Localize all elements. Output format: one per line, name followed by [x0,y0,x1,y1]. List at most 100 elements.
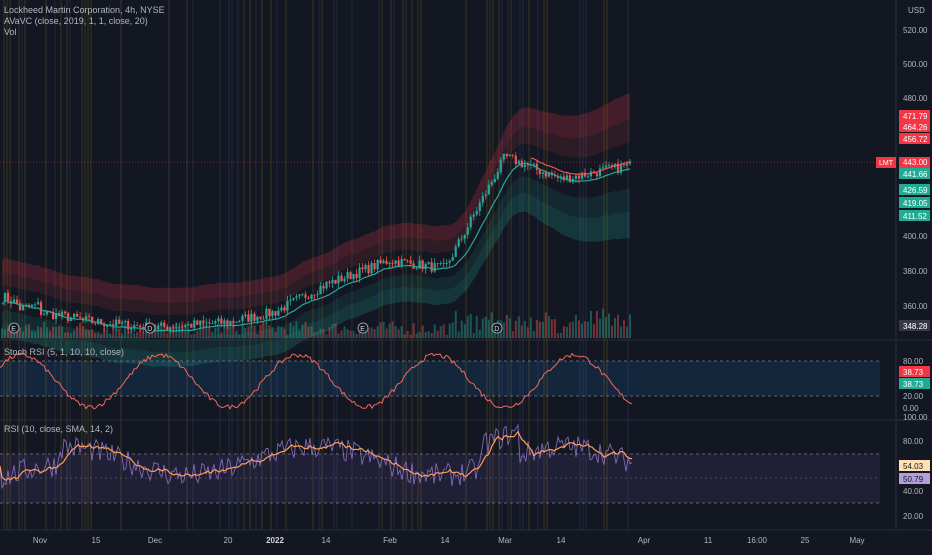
event-marker[interactable]: E [8,322,20,334]
candle-body [268,308,271,317]
rsi-tick: 80.00 [903,437,924,446]
volume-bar [589,310,592,338]
volume-bar [388,323,391,338]
volume-bar [409,334,412,338]
price-axis-currency: USD [908,6,925,15]
volume-badge-text: 348.28 [903,322,928,331]
volume-bar [529,317,532,338]
stoch-rsi-line [0,352,633,410]
volume-bar [397,329,400,338]
volume-bar [103,328,106,338]
candle-body [454,246,457,258]
candle-body [88,316,91,318]
candle-body [448,260,451,263]
candle-body [30,304,34,307]
candle-body [139,325,142,327]
candle-body [142,326,145,330]
volume-bar [277,326,280,338]
candle-body [367,265,370,274]
volume-bar [7,327,10,338]
time-axis-label: 20 [224,536,233,545]
candle-body [169,327,172,331]
volume-bar [85,329,88,338]
candle-body [625,163,629,166]
candle-body [319,286,322,295]
candle-body [289,299,292,301]
volume-bar [283,328,286,338]
time-axis-label: Feb [383,536,397,545]
volume-bar [448,323,451,338]
volume-bar [424,331,427,338]
indicator-avavc-label: AVaVC (close, 2019, 1, 1, close, 20) [4,16,148,26]
candle-body [394,260,397,264]
candle-body [196,320,199,325]
volume-bar [46,327,49,338]
candle-body [307,297,310,299]
stoch-axis[interactable]: 80.00 38.73 38.73 20.00 0.00 [899,357,930,413]
volume-bar [466,315,469,338]
candle-body [607,165,611,167]
candle-body [130,327,133,330]
rsi-ma-badge [899,460,930,471]
volume-bar [331,324,334,338]
candle-body [79,316,82,318]
candle-body [472,214,475,217]
volume-bar [553,319,556,338]
volume-bar [328,327,331,338]
candle-body [595,173,599,177]
volume-bar [517,316,520,338]
volume-bar [49,330,52,338]
volume-bar [268,325,271,338]
candle-body [526,164,529,166]
volume-bar [586,321,589,338]
event-marker[interactable]: D [144,322,156,334]
volume-bar [133,333,136,338]
volume-bar [577,320,580,338]
candle-body [220,318,223,324]
stoch-rsi-pane[interactable] [0,352,880,410]
volume-bar [616,314,619,338]
candle-body [271,311,274,317]
volume-bar [286,334,289,338]
candle-body [418,260,421,269]
candle-body [337,275,340,284]
volume-bar [163,325,166,338]
volume-bar [619,326,622,338]
event-marker[interactable]: E [357,322,369,334]
volume-bars [1,308,631,338]
candle-body [517,160,520,165]
volume-bar [433,324,436,338]
volume-bar [250,325,253,338]
event-marker[interactable]: D [491,322,503,334]
candle-body [361,267,364,270]
candle-body [60,311,64,316]
time-axis-label: 15 [92,536,101,545]
volume-bar [313,332,316,338]
volume-bar [337,333,340,338]
volume-bar [310,326,313,338]
volume-bar [211,331,214,338]
candle-body [259,316,262,319]
rsi-axis[interactable]: 100.00 80.00 54.03 50.79 40.00 20.00 [899,413,930,521]
price-axis[interactable]: USD 520.00 500.00 480.00 400.00 380.00 3… [876,6,930,331]
time-axis[interactable]: Nov 15 Dec 20 2022 14 Feb 14 Mar 14 Apr 11 16:00 25 Ma… [33,536,865,545]
price-tick: 500.00 [903,60,928,69]
volume-bar [178,326,181,338]
candle-body [496,172,499,179]
candle-body [424,263,427,270]
rsi-tick: 20.00 [903,512,924,521]
candle-body [409,260,412,264]
rsi-pane[interactable] [0,423,880,504]
event-marker-label: E [11,326,16,333]
candle-body [445,262,448,264]
candle-body [262,318,265,320]
volume-bar [124,323,127,338]
candle-body [511,154,514,156]
time-axis-label: 14 [557,536,566,545]
volume-bar [58,326,61,338]
volume-bar [511,331,514,338]
volume-bar [343,326,346,338]
